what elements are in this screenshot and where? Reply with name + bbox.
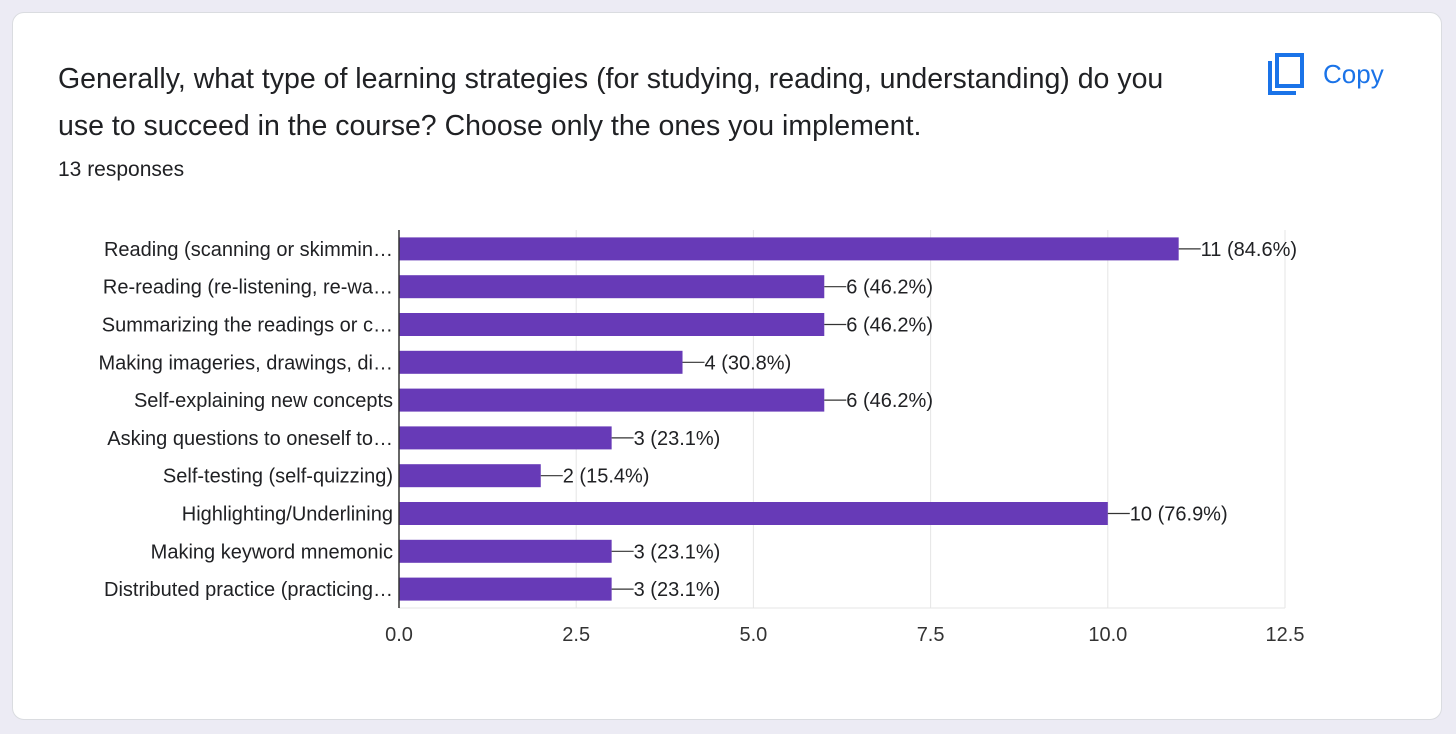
data-label: 10 (76.9%) (1130, 504, 1228, 526)
category-label: Summarizing the readings or c… (102, 315, 393, 337)
x-tick-label: 12.5 (1266, 624, 1305, 646)
question-title: Generally, what type of learning strateg… (58, 63, 1164, 142)
category-label: Self-testing (self-quizzing) (163, 466, 393, 488)
bar (399, 388, 825, 412)
copy-button[interactable]: Copy (1267, 49, 1384, 99)
data-label: 6 (46.2%) (846, 277, 933, 299)
bar (399, 577, 612, 601)
bar (399, 502, 1108, 525)
data-label: 6 (46.2%) (846, 315, 933, 337)
x-tick-label: 7.5 (917, 624, 945, 646)
data-label: 2 (15.4%) (563, 466, 650, 488)
x-tick-label: 2.5 (562, 624, 590, 646)
category-label: Asking questions to oneself to… (107, 428, 393, 450)
x-tick-label: 0.0 (385, 624, 413, 646)
category-label: Highlighting/Underlining (182, 504, 393, 526)
question-card: Generally, what type of learning strateg… (12, 12, 1442, 720)
data-label: 6 (46.2%) (846, 390, 933, 412)
bar (399, 313, 825, 336)
bar (399, 237, 1179, 261)
data-label: 3 (23.1%) (634, 428, 721, 450)
bar (399, 539, 612, 563)
x-tick-label: 5.0 (739, 624, 767, 646)
data-label: 3 (23.1%) (634, 541, 721, 563)
data-label: 3 (23.1%) (634, 579, 721, 601)
copy-icon (1268, 53, 1304, 95)
category-label: Self-explaining new concepts (134, 390, 393, 412)
category-label: Making imageries, drawings, di… (98, 352, 393, 374)
data-label: 4 (30.8%) (705, 352, 792, 374)
x-tick-label: 10.0 (1088, 624, 1127, 646)
category-label: Re-reading (re-listening, re-wa… (103, 277, 393, 299)
category-label: Distributed practice (practicing… (104, 579, 393, 601)
copy-label: Copy (1323, 58, 1384, 89)
response-count: 13 responses (58, 158, 185, 181)
bar (399, 426, 612, 450)
bar (399, 350, 683, 374)
bar (399, 275, 825, 299)
category-label: Reading (scanning or skimmin… (104, 239, 393, 261)
data-label: 11 (84.6%) (1201, 239, 1297, 261)
bar (399, 464, 541, 488)
category-label: Making keyword mnemonic (151, 541, 393, 563)
